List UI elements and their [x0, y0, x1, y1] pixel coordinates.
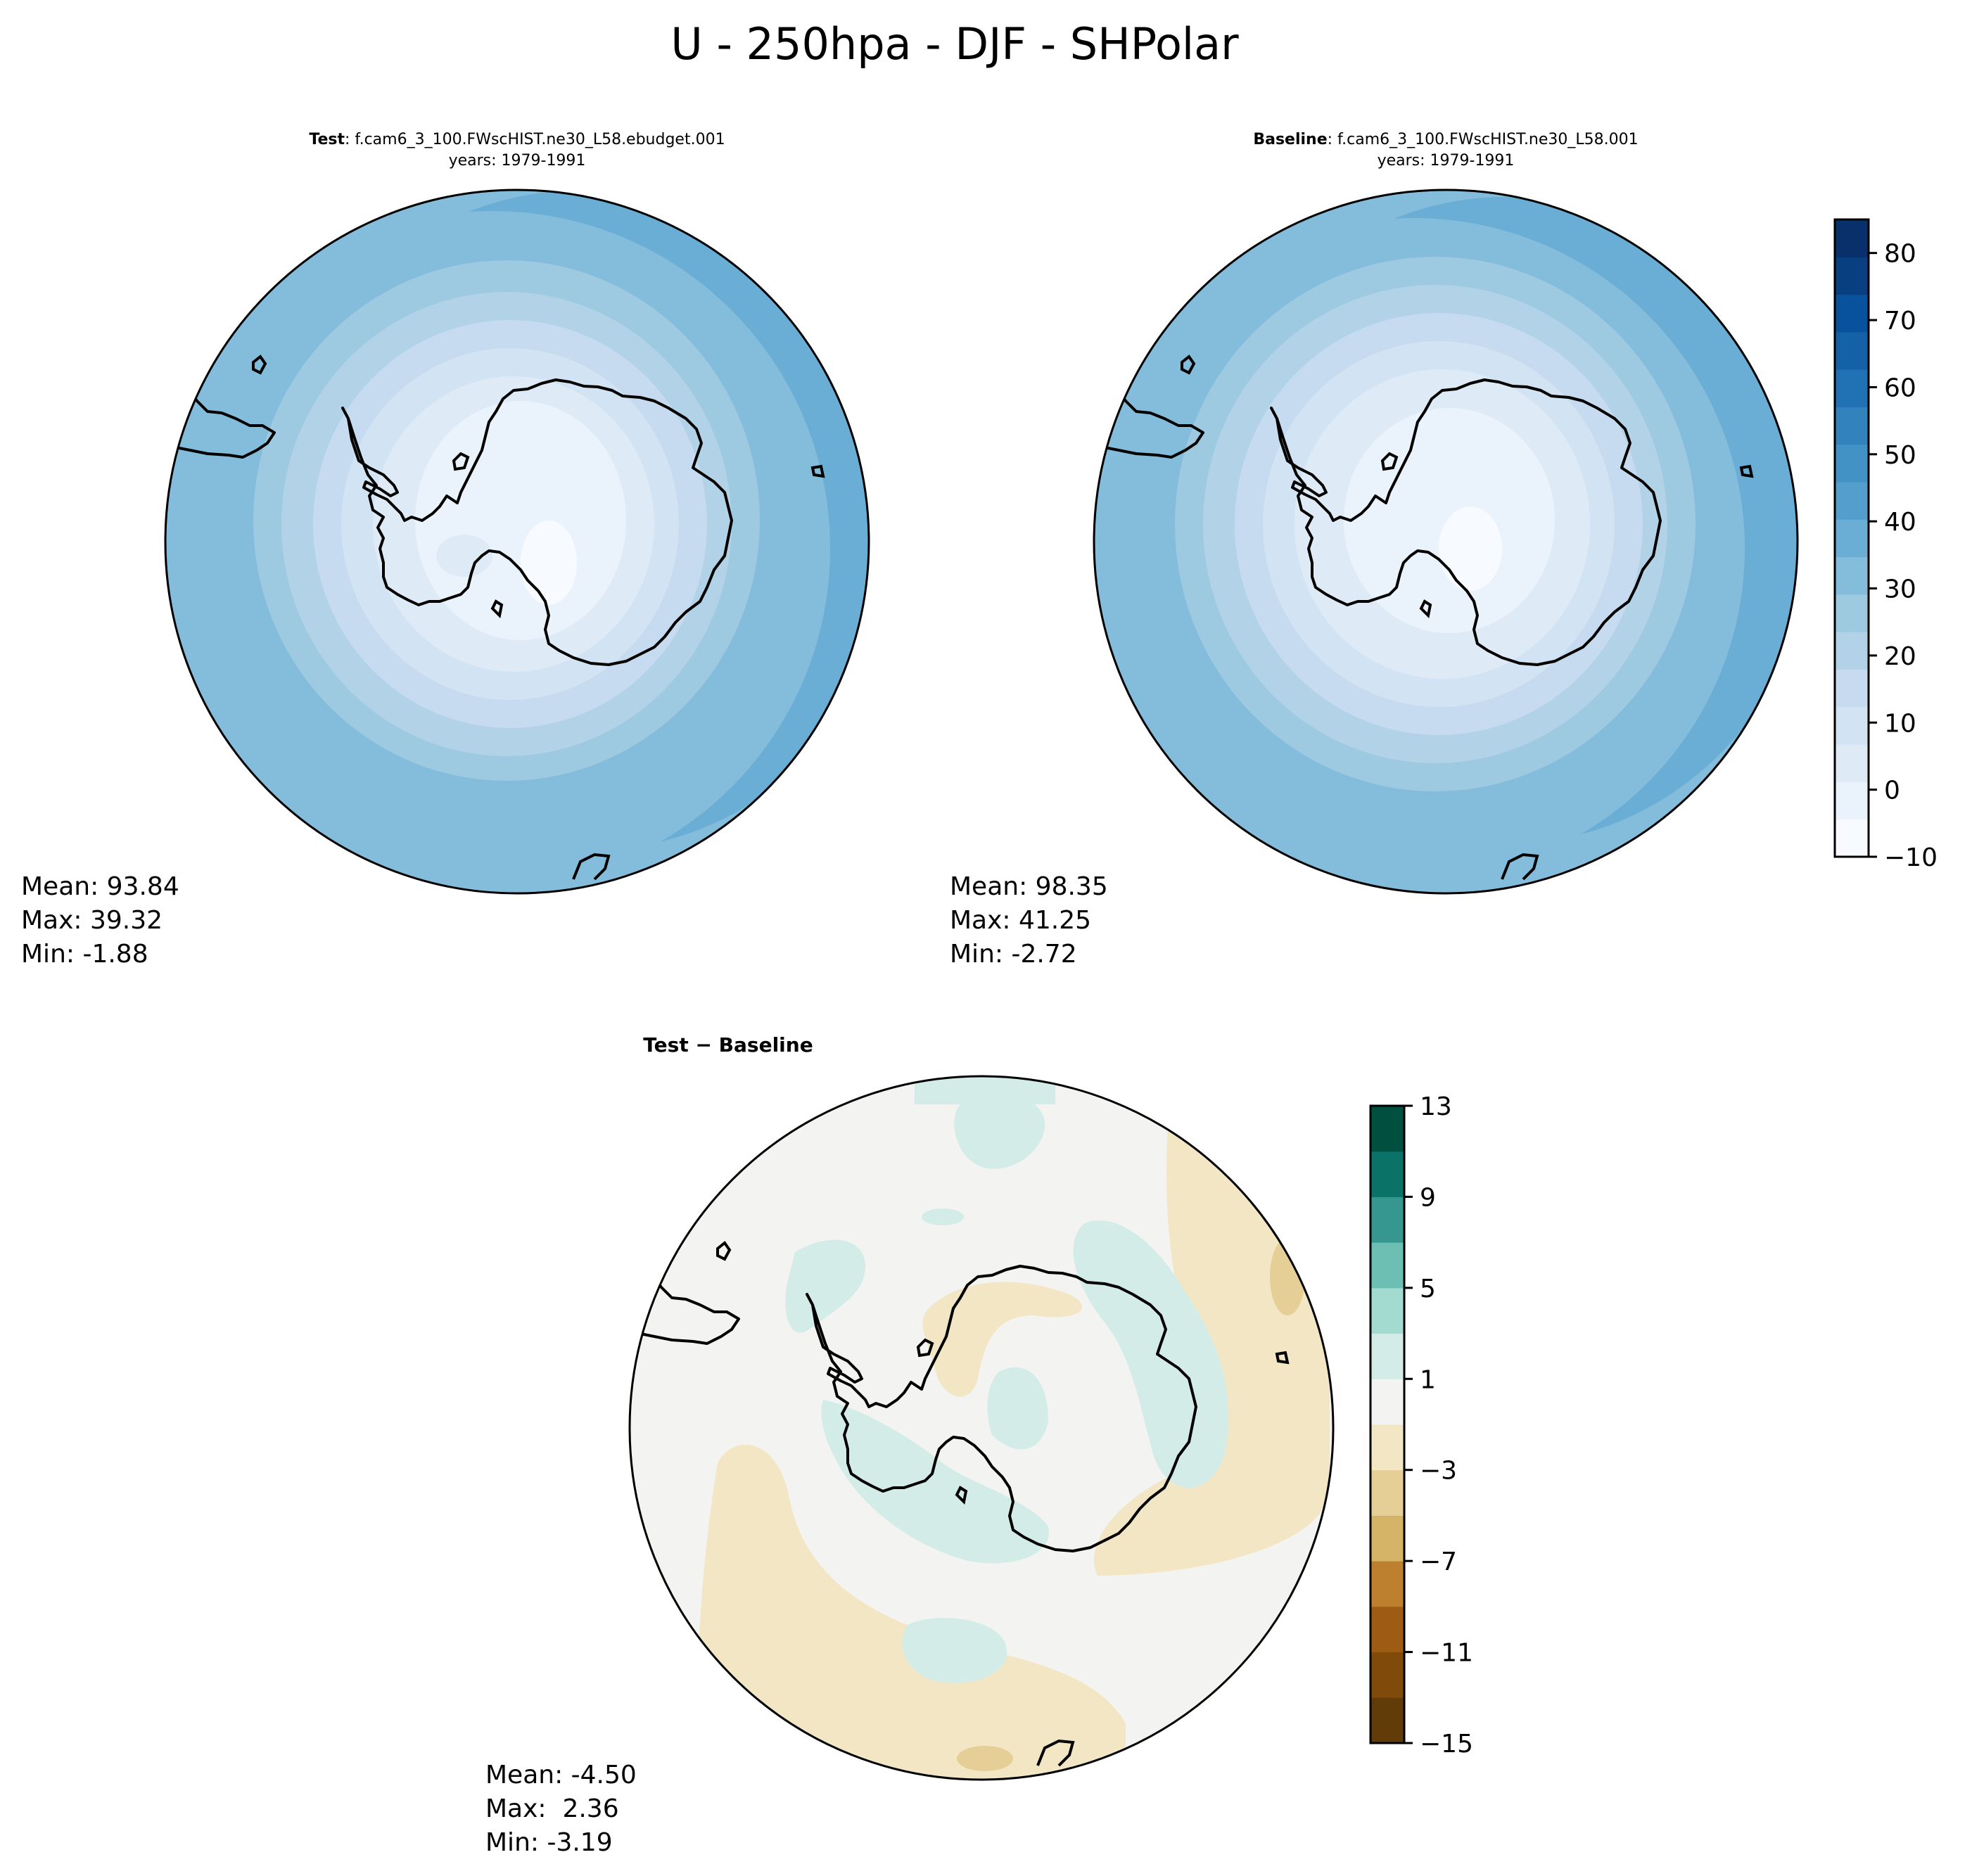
baseline-panel: Baseline: f.cam6_3_100.FWscHIST.ne30_L58… [950, 131, 1799, 969]
diff-colorbar-tick-label: −15 [1420, 1730, 1473, 1759]
diff-colorbar-segment [1370, 1151, 1404, 1197]
diff-colorbar-segment [1370, 1561, 1404, 1607]
main-colorbar-tick-label: 10 [1884, 709, 1916, 738]
diff-colorbar-segment [1370, 1697, 1404, 1744]
main-colorbar-segment [1835, 781, 1869, 820]
main-colorbar-tick-label: 60 [1884, 374, 1916, 402]
test-max: Max: 39.32 [21, 906, 163, 935]
main-colorbar-tick-label: 80 [1884, 240, 1916, 269]
diff-map-boundary [628, 1075, 1335, 1781]
diff-colorbar-tick-label: 1 [1420, 1365, 1436, 1394]
main-colorbar-segment [1835, 556, 1869, 595]
main-colorbar-tick-label: 50 [1884, 441, 1916, 470]
test-mean: Mean: 93.84 [21, 872, 179, 901]
main-colorbar-segment [1835, 819, 1869, 857]
baseline-panel-header: Baseline: f.cam6_3_100.FWscHIST.ne30_L58… [1253, 131, 1638, 148]
diff-colorbar-tick-label: −3 [1420, 1457, 1457, 1486]
diff-colorbar-tick-label: −11 [1420, 1639, 1473, 1668]
main-colorbar-segment [1835, 519, 1869, 558]
test-map [165, 190, 869, 893]
diff-label: Test − Baseline [643, 1033, 813, 1057]
diff-mean: Mean: -4.50 [485, 1761, 637, 1789]
test-panel: Test: f.cam6_3_100.FWscHIST.ne30_L58.ebu… [21, 131, 870, 969]
diff-colorbar-segment [1370, 1515, 1404, 1562]
baseline-years: years: 1979-1991 [1378, 152, 1515, 170]
diff-colorbar-segment [1370, 1106, 1404, 1152]
main-colorbar-segments [1835, 219, 1869, 857]
main-colorbar-segment [1835, 407, 1869, 445]
main-colorbar-tick-label: 30 [1884, 575, 1916, 604]
main-colorbar: −10 0 10 20 30 40 50 60 70 80 [1833, 218, 1938, 872]
baseline-min: Min: -2.72 [950, 940, 1077, 969]
main-colorbar-segment [1835, 669, 1869, 708]
main-colorbar-segment [1835, 482, 1869, 520]
diff-map [630, 1076, 1333, 1780]
test-map-boundary [164, 189, 870, 895]
main-colorbar-segment [1835, 331, 1869, 370]
diff-panel: Test − Baseline Mean: -4.50 Max: 2.36 Mi… [485, 1033, 1335, 1857]
baseline-mean: Mean: 98.35 [950, 872, 1108, 901]
main-colorbar-segment [1835, 594, 1869, 632]
diff-colorbar-tick-label: 9 [1420, 1183, 1436, 1212]
baseline-map [1094, 190, 1798, 893]
diff-colorbar-segment [1370, 1424, 1404, 1471]
main-colorbar-tick-label: 20 [1884, 642, 1916, 671]
main-colorbar-segment [1835, 369, 1869, 407]
diff-colorbar-segment [1370, 1469, 1404, 1516]
diff-max: Max: 2.36 [485, 1794, 619, 1823]
test-label: Test [309, 131, 345, 148]
diff-colorbar-segment [1370, 1652, 1404, 1698]
test-years: years: 1979-1991 [449, 152, 586, 170]
baseline-max: Max: 41.25 [950, 906, 1091, 935]
diff-colorbar-ticks: −15 −11 −7 −3 1 5 9 13 [1404, 1092, 1473, 1759]
main-colorbar-segment [1835, 706, 1869, 745]
test-case-name: : f.cam6_3_100.FWscHIST.ne30_L58.ebudget… [345, 131, 725, 148]
main-colorbar-segment [1835, 294, 1869, 333]
diff-min: Min: -3.19 [485, 1828, 613, 1857]
diff-colorbar-segment [1370, 1606, 1404, 1653]
main-colorbar-tick-label: 40 [1884, 508, 1916, 537]
diff-colorbar-segments [1370, 1106, 1404, 1744]
main-colorbar-segment [1835, 632, 1869, 670]
diff-colorbar: −15 −11 −7 −3 1 5 9 13 [1369, 1092, 1473, 1759]
main-colorbar-tick-label: 70 [1884, 307, 1916, 336]
diff-colorbar-tick-label: 5 [1420, 1275, 1436, 1303]
test-panel-header: Test: f.cam6_3_100.FWscHIST.ne30_L58.ebu… [309, 131, 725, 148]
main-colorbar-segment [1835, 219, 1869, 257]
baseline-map-boundary [1093, 189, 1799, 895]
main-colorbar-segment [1835, 444, 1869, 483]
diff-colorbar-segment [1370, 1287, 1404, 1334]
main-colorbar-ticks: −10 0 10 20 30 40 50 60 70 80 [1869, 240, 1938, 872]
baseline-label: Baseline [1253, 131, 1327, 148]
main-colorbar-tick-label: 0 [1884, 777, 1900, 805]
figure-title: U - 250hpa - DJF - SHPolar [670, 18, 1239, 70]
baseline-case-name: : f.cam6_3_100.FWscHIST.ne30_L58.001 [1328, 131, 1639, 148]
diff-colorbar-segment [1370, 1379, 1404, 1425]
diff-colorbar-tick-label: 13 [1420, 1092, 1452, 1121]
diff-colorbar-segment [1370, 1333, 1404, 1379]
diff-colorbar-segment [1370, 1197, 1404, 1243]
diff-colorbar-segment [1370, 1242, 1404, 1289]
diff-colorbar-tick-label: −7 [1420, 1548, 1457, 1576]
main-colorbar-segment [1835, 257, 1869, 295]
main-colorbar-segment [1835, 744, 1869, 782]
test-min: Min: -1.88 [21, 940, 148, 969]
main-colorbar-tick-label: −10 [1884, 843, 1938, 872]
